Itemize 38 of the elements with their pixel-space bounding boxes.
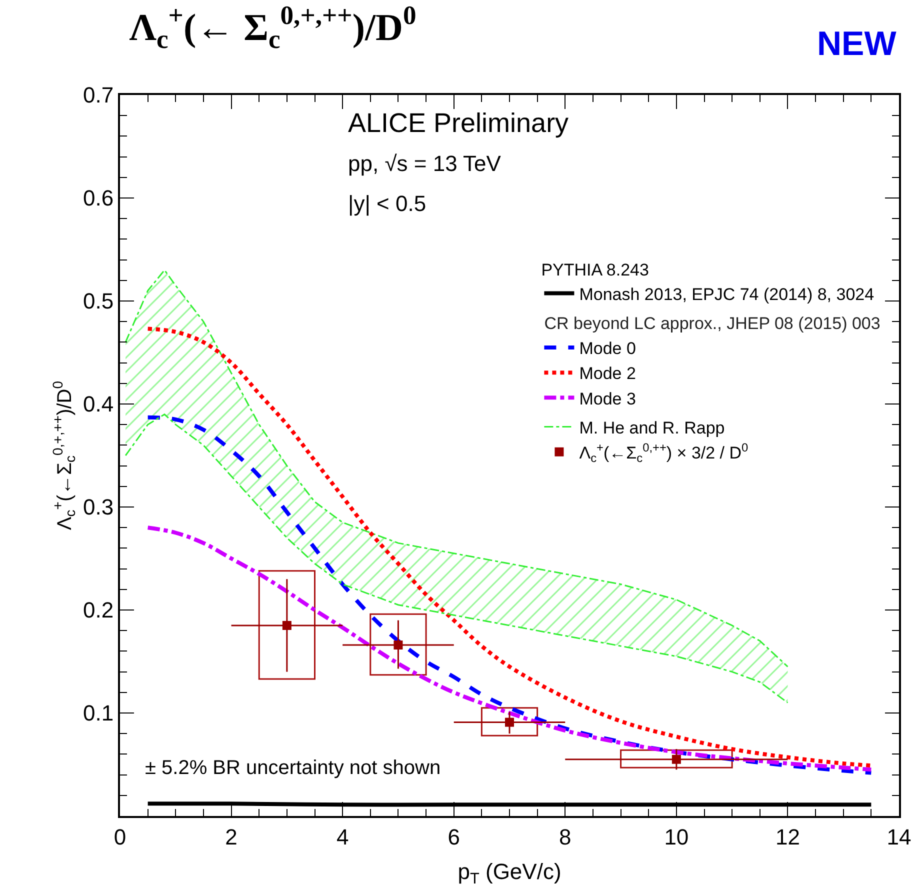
y-tick-label: 0.6: [83, 186, 114, 211]
bar: [258, 570, 316, 680]
annotation: pp, √s = 13 TeV: [348, 151, 502, 176]
point: [672, 754, 681, 764]
point: [282, 620, 292, 630]
x-tick-label: 6: [448, 824, 460, 850]
chart-title: Λ$_{c}$$^{+}$(← Σ$_{c}$$^{0,+,++}$)/D$^{0}$: [129, 0, 416, 54]
legend-label: Mode 0: [579, 339, 636, 358]
annotation: ALICE Preliminary: [348, 108, 570, 138]
x-axis-title: p$_{T}$ (GeV/c): [458, 858, 562, 888]
y-tick-label: 0.3: [83, 494, 114, 520]
x-tick-label: 2: [225, 824, 238, 850]
x-tick-label: 14: [886, 824, 912, 850]
y-tick-label: 0.5: [83, 288, 114, 314]
annotation: CR beyond LC approx., JHEP 08 (2015) 003: [544, 314, 880, 333]
x-tick-label: 4: [336, 824, 349, 850]
point: [394, 640, 403, 650]
legend-label: Mode 3: [579, 389, 636, 408]
y-tick-label: 0.7: [83, 82, 114, 108]
annotation: |y| < 0.5: [348, 191, 426, 216]
point: [505, 718, 514, 727]
annotation: ± 5.2% BR uncertainty not shown: [145, 757, 441, 779]
legend-label: Monash 2013, EPJC 74 (2014) 8, 3024: [579, 284, 874, 304]
text: NEW: [817, 25, 898, 63]
y-tick-label: 0.2: [83, 598, 114, 623]
line-series: [124, 414, 788, 704]
x-tick-label: 10: [664, 824, 689, 850]
legend-title: PYTHIA 8.243: [541, 260, 649, 280]
y-tick-label: 0.1: [83, 700, 114, 726]
legend-label: M. He and R. Rapp: [579, 418, 725, 438]
x-tick-label: 12: [775, 824, 800, 850]
bar: [480, 707, 538, 736]
x-tick-label: 8: [559, 824, 572, 850]
bar: [370, 613, 427, 676]
legend-label: Mode 2: [579, 364, 636, 384]
x-tick-label: 0: [114, 824, 126, 850]
y-tick-label: 0.4: [83, 392, 114, 417]
legend-label: Λ$_{c}$$^{+}$(←Σ$_{c}$$^{0,++}$) × 3/2 / D$^{0}$: [579, 440, 749, 466]
